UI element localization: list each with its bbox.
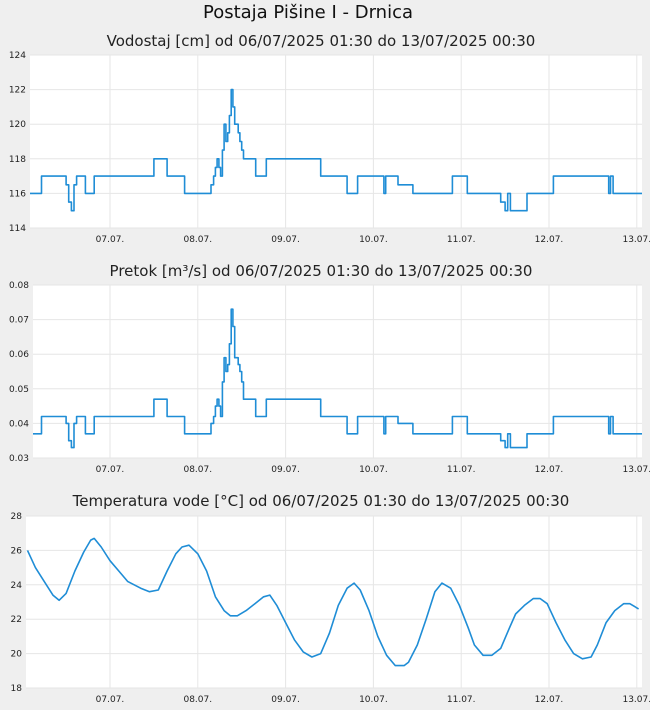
x-tick-label: 07.07. bbox=[96, 235, 125, 245]
y-tick-label: 118 bbox=[9, 155, 26, 165]
y-tick-label: 114 bbox=[9, 224, 26, 234]
x-tick-label: 12.07. bbox=[535, 235, 564, 245]
y-tick-label: 0.03 bbox=[9, 454, 29, 464]
x-tick-label: 07.07. bbox=[96, 695, 125, 705]
y-tick-label: 26 bbox=[11, 546, 23, 556]
x-tick-label: 09.07. bbox=[271, 235, 300, 245]
x-tick-label: 13.07. bbox=[622, 695, 650, 705]
x-tick-label: 12.07. bbox=[535, 465, 564, 475]
x-tick-label: 12.07. bbox=[535, 695, 564, 705]
plot-area bbox=[33, 285, 642, 458]
y-tick-label: 124 bbox=[9, 51, 26, 61]
x-tick-label: 08.07. bbox=[183, 235, 212, 245]
page-title: Postaja Pišine I - Drnica bbox=[202, 2, 413, 23]
chart-panel-2: 0.03 0.04 0.05 0.06 0.07 0.08 07.07. 08.07. 09.0… bbox=[9, 262, 650, 475]
y-tick-label: 116 bbox=[9, 189, 26, 199]
chart-panel-1: 114 116 118 120 122 124 07.07. 08.07. 09.07. 10.0… bbox=[9, 32, 650, 245]
y-tick-label: 28 bbox=[11, 512, 23, 522]
x-tick-label: 10.07. bbox=[359, 235, 388, 245]
chart-panel-3: 18 20 22 24 26 28 07.07. 08.07. 09.07. 10.07. 11.0… bbox=[11, 492, 650, 705]
chart-title: Vodostaj [cm] od 06/07/2025 01:30 do 13/… bbox=[107, 32, 536, 50]
y-tick-label: 120 bbox=[9, 120, 26, 130]
series-line bbox=[33, 308, 642, 449]
x-tick-label: 13.07. bbox=[622, 465, 650, 475]
chart-title: Temperatura vode [°C] od 06/07/2025 01:3… bbox=[72, 492, 570, 510]
chart-title: Pretok [m³/s] od 06/07/2025 01:30 do 13/… bbox=[110, 262, 533, 280]
x-tick-label: 09.07. bbox=[271, 695, 300, 705]
y-tick-label: 24 bbox=[11, 581, 23, 591]
x-tick-label: 07.07. bbox=[96, 465, 125, 475]
series-line bbox=[30, 88, 642, 212]
x-tick-label: 10.07. bbox=[359, 465, 388, 475]
y-tick-label: 122 bbox=[9, 86, 26, 96]
y-tick-label: 0.05 bbox=[9, 385, 29, 395]
y-tick-label: 0.04 bbox=[9, 419, 29, 429]
series-line bbox=[26, 537, 640, 667]
x-tick-label: 11.07. bbox=[447, 695, 476, 705]
x-tick-label: 10.07. bbox=[359, 695, 388, 705]
y-tick-label: 20 bbox=[11, 650, 23, 660]
plot-area bbox=[30, 55, 642, 228]
x-tick-label: 11.07. bbox=[447, 465, 476, 475]
y-tick-label: 0.08 bbox=[9, 281, 29, 291]
y-tick-label: 0.07 bbox=[9, 316, 29, 326]
x-tick-label: 09.07. bbox=[271, 465, 300, 475]
y-tick-label: 0.06 bbox=[9, 350, 29, 360]
y-tick-label: 22 bbox=[11, 615, 22, 625]
x-tick-label: 08.07. bbox=[183, 465, 212, 475]
x-tick-label: 11.07. bbox=[447, 235, 476, 245]
x-tick-label: 13.07. bbox=[622, 235, 650, 245]
y-tick-label: 18 bbox=[11, 684, 23, 694]
plot-area bbox=[26, 516, 642, 688]
x-tick-label: 08.07. bbox=[183, 695, 212, 705]
